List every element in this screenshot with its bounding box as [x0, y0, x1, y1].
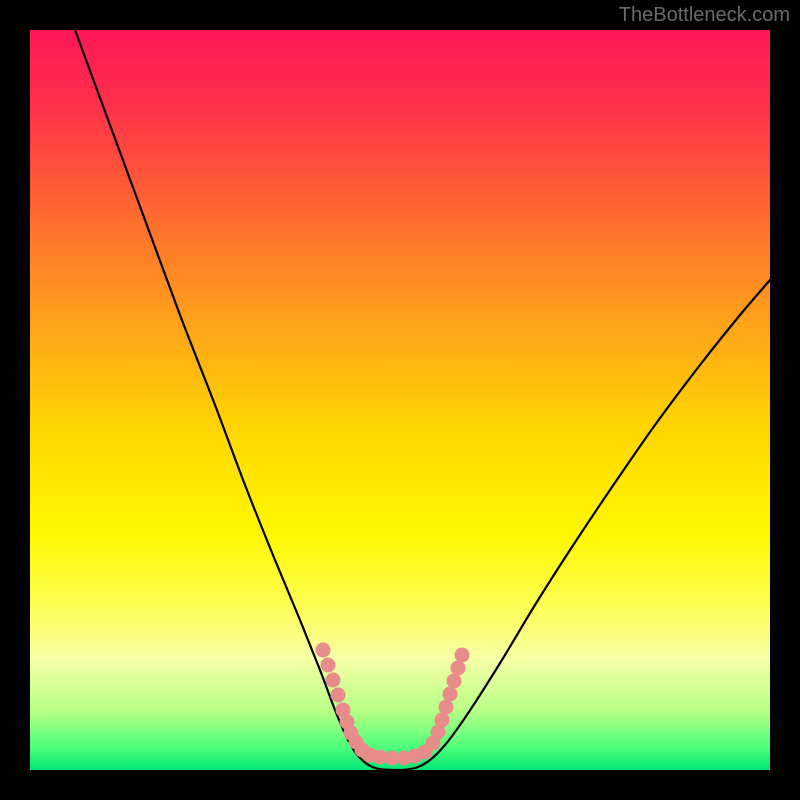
highlight-marker — [331, 688, 346, 703]
highlight-marker — [435, 713, 450, 728]
highlight-marker — [439, 700, 454, 715]
chart-background — [30, 30, 770, 770]
highlight-marker — [451, 661, 466, 676]
highlight-marker — [455, 648, 470, 663]
plot-area — [30, 30, 770, 770]
outer-frame: TheBottleneck.com — [0, 0, 800, 800]
highlight-marker — [326, 673, 341, 688]
highlight-marker — [443, 687, 458, 702]
highlight-marker — [321, 658, 336, 673]
watermark-label: TheBottleneck.com — [619, 4, 790, 27]
highlight-marker — [316, 643, 331, 658]
highlight-marker — [447, 674, 462, 689]
bottleneck-chart — [30, 30, 770, 770]
